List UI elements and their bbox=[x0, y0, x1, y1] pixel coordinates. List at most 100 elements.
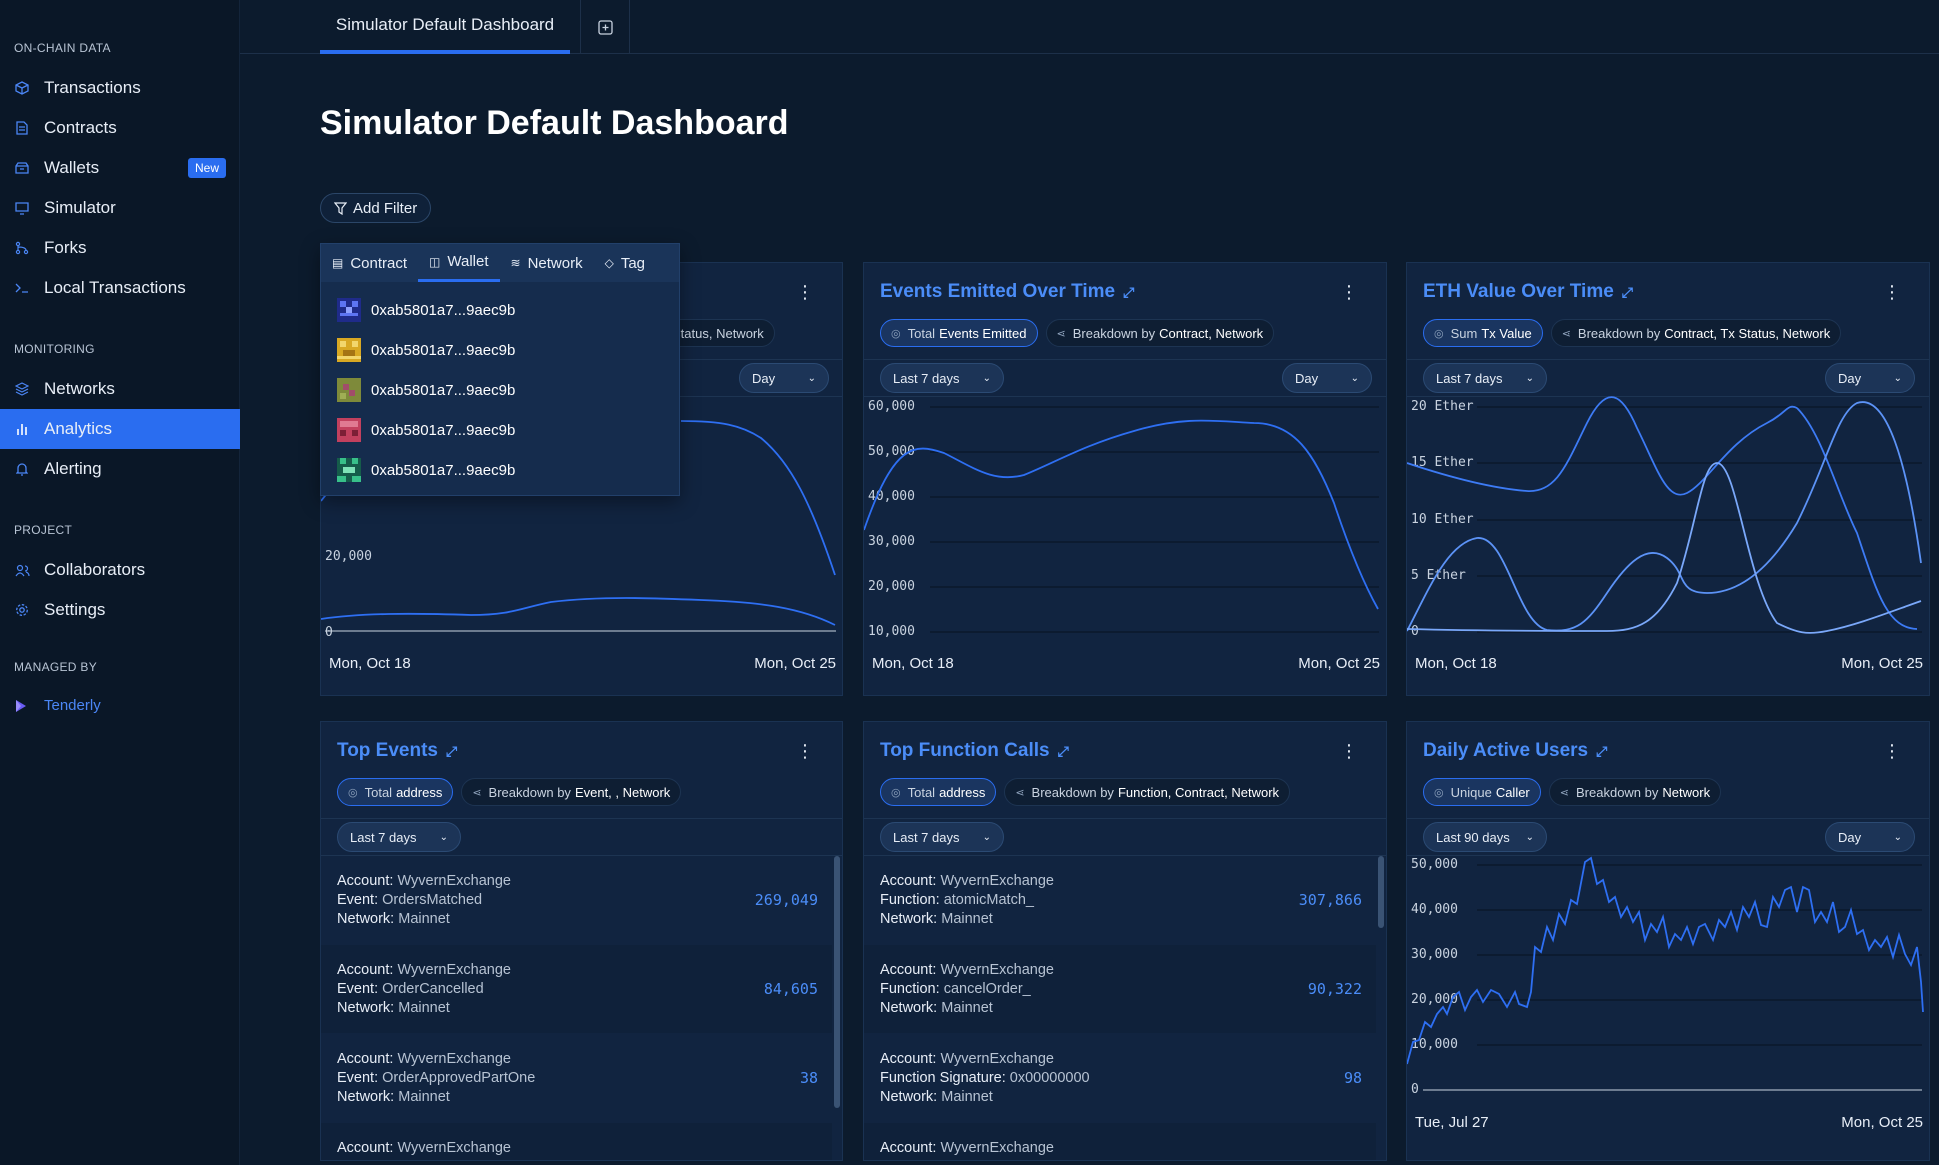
page-title: Simulator Default Dashboard bbox=[320, 104, 789, 142]
list-item[interactable]: Account: WyvernExchange Function Signatu… bbox=[864, 1034, 1376, 1122]
sidebar-item-networks[interactable]: Networks bbox=[0, 369, 240, 409]
wallet-avatar bbox=[337, 338, 361, 362]
sidebar-item-transactions[interactable]: Transactions bbox=[0, 68, 240, 108]
breakdown-chip[interactable]: ⋖ Breakdown by Contract, Tx Status, Networ… bbox=[1550, 319, 1842, 347]
select-value: Last 7 days bbox=[893, 370, 960, 386]
granularity-select[interactable]: Day ⌄ bbox=[1825, 822, 1915, 852]
range-select[interactable]: Last 7 days ⌄ bbox=[880, 363, 1004, 393]
range-select[interactable]: Last 90 days ⌄ bbox=[1423, 822, 1547, 852]
chip-value: Events Emitted bbox=[939, 325, 1027, 341]
tab-network[interactable]: ≋ Network bbox=[500, 244, 594, 282]
more-options-icon[interactable]: ⋮ bbox=[796, 741, 814, 761]
sidebar-item-simulator[interactable]: Simulator bbox=[0, 188, 240, 228]
cube-icon bbox=[14, 80, 30, 96]
list-item[interactable]: Account: WyvernExchange bbox=[864, 1123, 1376, 1160]
sidebar-item-label: Networks bbox=[44, 379, 115, 398]
card-title[interactable]: Events Emitted Over Time ⤢ bbox=[880, 281, 1134, 303]
sidebar-item-analytics[interactable]: Analytics bbox=[0, 409, 240, 449]
scrollbar[interactable] bbox=[834, 856, 840, 1108]
breakdown-chip[interactable]: ⋖ Breakdown by Function, Contract, Network bbox=[1004, 778, 1291, 806]
range-select[interactable]: Last 7 days ⌄ bbox=[337, 822, 461, 852]
expand-icon[interactable]: ⤢ bbox=[1057, 742, 1069, 759]
wallet-option[interactable]: 0xab5801a7...9aec9b bbox=[337, 377, 515, 403]
breakdown-chip[interactable]: Status, Network bbox=[661, 319, 775, 347]
expand-icon[interactable]: ⤢ bbox=[1123, 283, 1135, 300]
row-value: WyvernExchange bbox=[940, 962, 1054, 978]
tab-simulator-default-dashboard[interactable]: Simulator Default Dashboard bbox=[320, 0, 570, 54]
sidebar-item-contracts[interactable]: Contracts bbox=[0, 108, 240, 148]
more-options-icon[interactable]: ⋮ bbox=[1340, 282, 1358, 302]
series-line bbox=[1407, 396, 1918, 630]
granularity-select[interactable]: Day ⌄ bbox=[739, 363, 829, 393]
row-value: WyvernExchange bbox=[397, 962, 511, 978]
more-options-icon[interactable]: ⋮ bbox=[1340, 741, 1358, 761]
wallet-option[interactable]: 0xab5801a7...9aec9b bbox=[337, 337, 515, 363]
sidebar-item-wallets[interactable]: Wallets New bbox=[0, 148, 240, 188]
chip-prefix: Total bbox=[364, 784, 393, 800]
wallet-icon: ◫ bbox=[429, 254, 441, 269]
row-value: WyvernExchange bbox=[397, 1140, 511, 1156]
more-options-icon[interactable]: ⋮ bbox=[1883, 741, 1901, 761]
org-tenderly[interactable]: Tenderly bbox=[14, 697, 101, 714]
sidebar-item-alerting[interactable]: Alerting bbox=[0, 449, 240, 489]
chevron-down-icon: ⌄ bbox=[807, 372, 816, 384]
wallet-option[interactable]: 0xab5801a7...9aec9b bbox=[337, 417, 515, 443]
row-count: 84,605 bbox=[763, 980, 818, 998]
list-item[interactable]: Account: WyvernExchange Event: OrderAppr… bbox=[321, 1034, 832, 1122]
scrollbar[interactable] bbox=[1378, 856, 1384, 928]
breakdown-chip[interactable]: ⋖ Breakdown by Contract, Network bbox=[1045, 319, 1275, 347]
range-select[interactable]: Last 7 days ⌄ bbox=[880, 822, 1004, 852]
card-title[interactable]: Daily Active Users ⤢ bbox=[1423, 740, 1607, 762]
granularity-select[interactable]: Day ⌄ bbox=[1282, 363, 1372, 393]
sidebar-item-collaborators[interactable]: Collaborators bbox=[0, 550, 240, 590]
chip-value: Contract, Tx Status, Network bbox=[1664, 325, 1831, 341]
range-select[interactable]: Last 7 days ⌄ bbox=[1423, 363, 1547, 393]
tab-contract[interactable]: ▤ Contract bbox=[321, 244, 418, 282]
series-line bbox=[1407, 856, 1924, 1065]
list-item[interactable]: Account: WyvernExchange Event: OrdersMat… bbox=[321, 856, 832, 944]
card-title[interactable]: Top Function Calls ⤢ bbox=[880, 740, 1069, 762]
add-filter-button[interactable]: Add Filter bbox=[320, 193, 432, 223]
card-title[interactable]: ETH Value Over Time ⤢ bbox=[1423, 281, 1633, 303]
y-tick: 5 Ether bbox=[1411, 568, 1466, 583]
add-tab-button[interactable] bbox=[580, 0, 630, 54]
wallet-address: 0xab5801a7...9aec9b bbox=[371, 341, 516, 359]
tab-wallet[interactable]: ◫ Wallet bbox=[418, 244, 500, 282]
row-value: OrderCancelled bbox=[382, 981, 484, 997]
row-value: WyvernExchange bbox=[940, 1051, 1054, 1067]
metric-chip[interactable]: ◎ Unique Caller bbox=[1423, 778, 1541, 806]
metric-chip[interactable]: ◎ Total Events Emitted bbox=[880, 319, 1038, 347]
sidebar-item-forks[interactable]: Forks bbox=[0, 228, 240, 268]
metric-chip[interactable]: ◎ Total address bbox=[880, 778, 997, 806]
list-item[interactable]: Account: WyvernExchange bbox=[321, 1123, 832, 1160]
metric-chip[interactable]: ◎ Total address bbox=[337, 778, 454, 806]
plus-square-icon bbox=[597, 19, 613, 35]
tab-tag[interactable]: ◇ Tag bbox=[594, 244, 656, 282]
sidebar-item-local-transactions[interactable]: Local Transactions bbox=[0, 268, 240, 308]
metric-chip[interactable]: ◎ Sum Tx Value bbox=[1423, 319, 1543, 347]
expand-icon[interactable]: ⤢ bbox=[1596, 742, 1608, 759]
wallet-address: 0xab5801a7...9aec9b bbox=[371, 421, 516, 439]
row-key: Account: bbox=[880, 873, 937, 889]
list-item[interactable]: Account: WyvernExchange Function: atomic… bbox=[864, 856, 1376, 944]
chip-text: Status, Network bbox=[672, 325, 764, 341]
row-value: WyvernExchange bbox=[940, 873, 1054, 889]
expand-icon[interactable]: ⤢ bbox=[446, 742, 458, 759]
more-options-icon[interactable]: ⋮ bbox=[796, 282, 814, 302]
wallet-option[interactable]: 0xab5801a7...9aec9b bbox=[337, 297, 515, 323]
wallet-option[interactable]: 0xab5801a7...9aec9b bbox=[337, 457, 515, 483]
y-tick: 0 bbox=[325, 625, 333, 640]
list-item[interactable]: Account: WyvernExchange Event: OrderCanc… bbox=[321, 945, 832, 1033]
granularity-select[interactable]: Day ⌄ bbox=[1825, 363, 1915, 393]
card-title[interactable]: Top Events ⤢ bbox=[337, 740, 457, 762]
breakdown-chip[interactable]: ⋖ Breakdown by Event, , Network bbox=[461, 778, 682, 806]
row-value: Mainnet bbox=[941, 911, 993, 927]
sidebar-item-settings[interactable]: Settings bbox=[0, 590, 240, 630]
chip-prefix: Total bbox=[907, 784, 936, 800]
wallet-avatar bbox=[337, 378, 361, 402]
list-item[interactable]: Account: WyvernExchange Function: cancel… bbox=[864, 945, 1376, 1033]
chip-value: address bbox=[939, 784, 986, 800]
breakdown-chip[interactable]: ⋖ Breakdown by Network bbox=[1548, 778, 1722, 806]
more-options-icon[interactable]: ⋮ bbox=[1883, 282, 1901, 302]
expand-icon[interactable]: ⤢ bbox=[1621, 283, 1633, 300]
